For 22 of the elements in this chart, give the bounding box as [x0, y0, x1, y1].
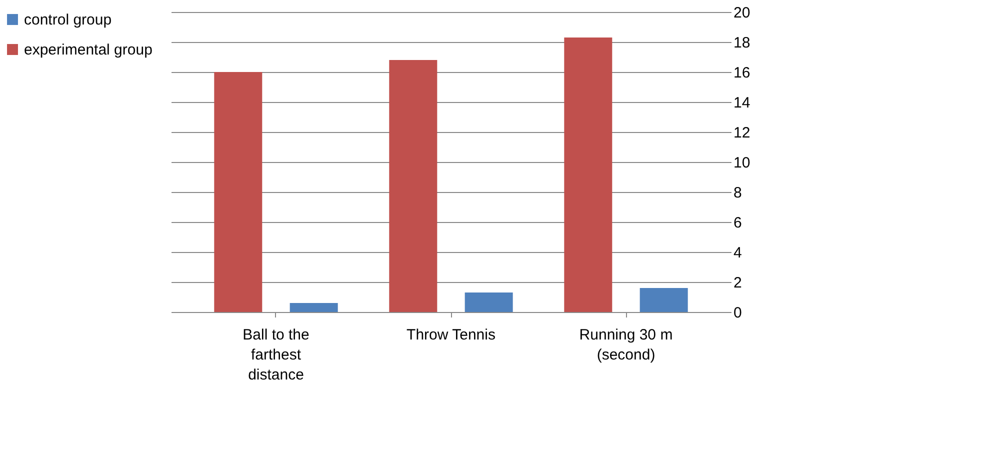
x-tick-label: Ball to the farthest distance — [242, 326, 310, 384]
legend-label: control group — [24, 12, 112, 28]
x-tick-label: Running 30 m (second) — [579, 326, 673, 364]
y-tick-label: 14 — [734, 94, 750, 112]
y-tick-label: 6 — [734, 214, 742, 232]
bar — [389, 60, 438, 312]
y-tick-label: 18 — [734, 34, 750, 52]
y-tick-label: 8 — [734, 184, 742, 202]
bar — [290, 303, 338, 312]
x-tick-label: Throw Tennis — [406, 326, 496, 344]
bar — [564, 38, 612, 312]
bar — [640, 288, 688, 312]
y-tick-label: 16 — [734, 64, 750, 82]
y-tick-label: 10 — [734, 154, 750, 172]
bar — [214, 72, 262, 312]
y-tick-label: 20 — [734, 4, 750, 22]
y-tick-label: 12 — [734, 124, 750, 142]
legend-label: experimental group — [24, 42, 152, 58]
y-tick-label: 2 — [734, 274, 742, 292]
bar — [464, 292, 513, 312]
y-tick-label: 4 — [734, 244, 742, 262]
y-tick-label: 0 — [734, 304, 742, 322]
